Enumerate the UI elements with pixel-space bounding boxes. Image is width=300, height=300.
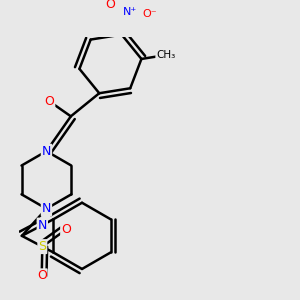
Text: N: N: [38, 219, 47, 232]
Text: N: N: [42, 202, 51, 215]
Text: N: N: [42, 145, 51, 158]
Text: CH₃: CH₃: [156, 50, 175, 60]
Text: O: O: [61, 223, 71, 236]
Text: O: O: [37, 269, 46, 282]
Text: O: O: [105, 0, 115, 11]
Text: O: O: [44, 95, 54, 108]
Text: S: S: [38, 240, 46, 253]
Text: N⁺: N⁺: [123, 7, 137, 17]
Text: O⁻: O⁻: [143, 9, 158, 19]
